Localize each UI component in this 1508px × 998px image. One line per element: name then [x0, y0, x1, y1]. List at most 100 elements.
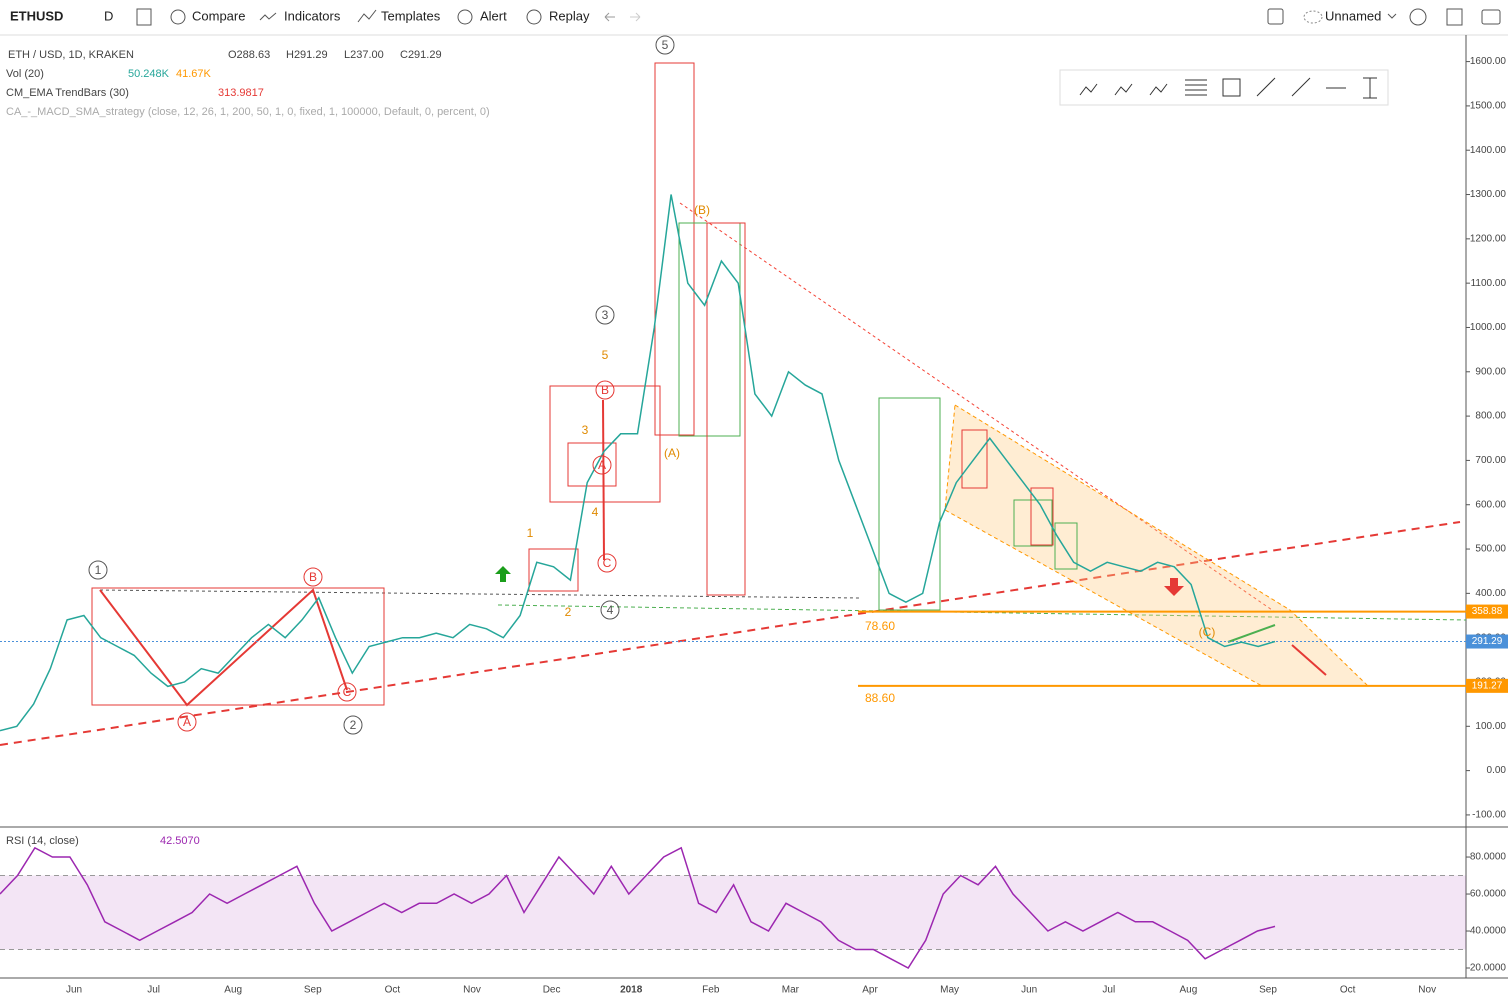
tool-fib[interactable]	[1185, 79, 1207, 96]
symbol[interactable]: ETHUSD	[10, 8, 63, 23]
wave-label: B	[309, 570, 317, 584]
wave-label: A	[598, 458, 606, 472]
rsi-name: RSI (14, close)	[6, 835, 79, 847]
wave-label: C	[343, 685, 352, 699]
wave-circle	[600, 600, 620, 620]
wave-circle	[337, 682, 357, 702]
y-tick-label: -100.00	[1472, 810, 1506, 821]
x-tick-label: Aug	[1180, 985, 1198, 996]
tool-abc[interactable]	[1149, 83, 1168, 96]
x-tick-label: Apr	[862, 985, 878, 996]
wave-label: 4	[592, 505, 599, 519]
x-tick-label: Sep	[1259, 985, 1277, 996]
layout-menu[interactable]	[1387, 13, 1397, 19]
y-tick-label: 1100.00	[1471, 278, 1507, 289]
drawing	[1291, 644, 1327, 676]
alert-button[interactable]: Alert	[480, 8, 507, 23]
x-tick-label: Oct	[385, 985, 401, 996]
legend-strategy: CA_-_MACD_SMA_strategy (close, 12, 26, 1…	[6, 106, 490, 118]
wave-circle	[595, 380, 615, 400]
price-label-box	[1466, 678, 1508, 693]
drawing	[1164, 578, 1184, 596]
drawing	[1227, 624, 1276, 643]
wave-label: 5	[662, 38, 669, 52]
drawing	[706, 222, 746, 596]
drawing	[602, 399, 605, 561]
wave-label: 78.60	[865, 619, 895, 633]
tool-ray[interactable]	[1291, 77, 1311, 97]
legend-title: ETH / USD, 1D, KRAKEN	[8, 49, 134, 61]
split-button[interactable]	[1446, 8, 1463, 26]
tool-trend[interactable]	[1256, 77, 1276, 97]
y-tick-label: 600.00	[1475, 499, 1506, 510]
x-tick-label: Mar	[782, 985, 800, 996]
price-label-box	[1466, 634, 1508, 649]
y-tick-label: 1600.00	[1470, 56, 1507, 67]
wave-label: 2	[350, 718, 357, 732]
legend-ema: CM_EMA TrendBars (30)	[6, 87, 129, 99]
y-tick-label: 900.00	[1475, 366, 1506, 377]
drawing	[679, 202, 1276, 613]
drawing	[1013, 499, 1053, 547]
price-label: 291.29	[1472, 636, 1503, 647]
y-tick-label: 400.00	[1475, 588, 1506, 599]
y-tick-label: 1000.00	[1470, 322, 1507, 333]
compare-button[interactable]: Compare	[192, 8, 245, 23]
wave-circle	[597, 553, 617, 573]
y-tick-label: 100.00	[1475, 721, 1506, 732]
drawing	[878, 397, 941, 611]
drawing	[567, 442, 617, 487]
y-tick-label: 0.00	[1487, 765, 1507, 776]
wave-circle	[343, 715, 363, 735]
x-tick-label: Nov	[1418, 985, 1436, 996]
x-tick-label: Jun	[1021, 985, 1037, 996]
settings-button[interactable]	[1409, 8, 1427, 26]
x-tick-label: Jul	[147, 985, 160, 996]
drawing	[654, 62, 695, 436]
y-tick-label: 800.00	[1475, 411, 1506, 422]
tool-pattern[interactable]	[1079, 83, 1098, 96]
x-tick-label: Feb	[702, 985, 720, 996]
x-tick-label: Aug	[224, 985, 242, 996]
rsi-tick-label: 40.0000	[1470, 926, 1507, 937]
rsi-tick-label: 60.0000	[1470, 889, 1507, 900]
toolbar	[0, 0, 1508, 35]
templates-icon	[357, 9, 377, 23]
wave-label: B	[601, 383, 609, 397]
x-tick-label: Jul	[1102, 985, 1115, 996]
snapshot-button[interactable]	[1481, 9, 1501, 25]
wave-circle	[595, 305, 615, 325]
drawing	[549, 385, 661, 503]
tool-measure[interactable]	[1363, 77, 1377, 99]
drawing	[99, 589, 861, 599]
rsi-tick-label: 80.0000	[1470, 852, 1507, 863]
wave-label: (A)	[664, 446, 680, 460]
undo-button[interactable]	[604, 12, 615, 22]
wave-label: 1	[527, 526, 534, 540]
tool-elliott[interactable]	[1114, 83, 1133, 96]
price-line-series	[0, 194, 1276, 732]
interval[interactable]: D	[104, 8, 113, 23]
price-label: 358.88	[1472, 606, 1503, 617]
tool-rect[interactable]	[1222, 78, 1241, 97]
candle-icon[interactable]	[136, 8, 152, 26]
templates-button[interactable]: Templates	[381, 8, 441, 23]
wave-circle	[655, 35, 675, 55]
layout-name[interactable]: Unnamed	[1325, 8, 1381, 23]
wave-circle	[177, 712, 197, 732]
alert-icon	[457, 9, 473, 25]
x-tick-label: Jun	[66, 985, 82, 996]
cloud-icon	[1303, 10, 1323, 24]
redo-button[interactable]	[630, 12, 641, 22]
wave-label: 5	[602, 348, 609, 362]
wave-label: A	[183, 715, 191, 729]
indicators-button[interactable]: Indicators	[284, 8, 341, 23]
drawing	[99, 588, 348, 707]
wave-circle	[88, 560, 108, 580]
fullscreen-button[interactable]	[1267, 8, 1284, 25]
replay-button[interactable]: Replay	[549, 8, 590, 23]
rsi-last: 42.5070	[160, 835, 200, 847]
x-tick-label: Oct	[1340, 985, 1356, 996]
